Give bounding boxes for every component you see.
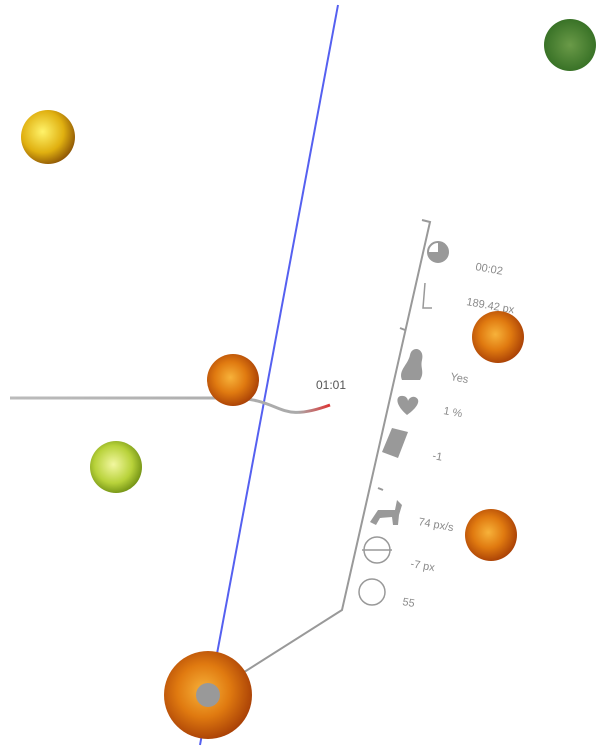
stat-offset: -7 px xyxy=(409,558,436,574)
ball[interactable] xyxy=(90,441,142,493)
ball[interactable] xyxy=(21,110,75,164)
ball[interactable] xyxy=(207,354,259,406)
stat-book: -1 xyxy=(431,450,443,464)
timer: 01:01 xyxy=(316,378,346,392)
player-center xyxy=(196,683,220,707)
ball[interactable] xyxy=(472,311,524,363)
stat-speed: 74 px/s xyxy=(417,516,455,534)
panel-divider xyxy=(400,328,405,330)
ball[interactable] xyxy=(544,19,596,71)
stat-time: 00:02 xyxy=(474,261,503,278)
stat-alive: Yes xyxy=(449,371,469,386)
stat-count: 55 xyxy=(401,596,415,610)
panel-divider xyxy=(378,488,383,490)
game-scene: 01:01 00:02 189.42 px Yes 1 % -1 74 px/s… xyxy=(0,0,599,749)
ball[interactable] xyxy=(465,509,517,561)
trail xyxy=(10,398,330,412)
stat-health: 1 % xyxy=(442,405,463,420)
stat-icons xyxy=(359,242,448,605)
